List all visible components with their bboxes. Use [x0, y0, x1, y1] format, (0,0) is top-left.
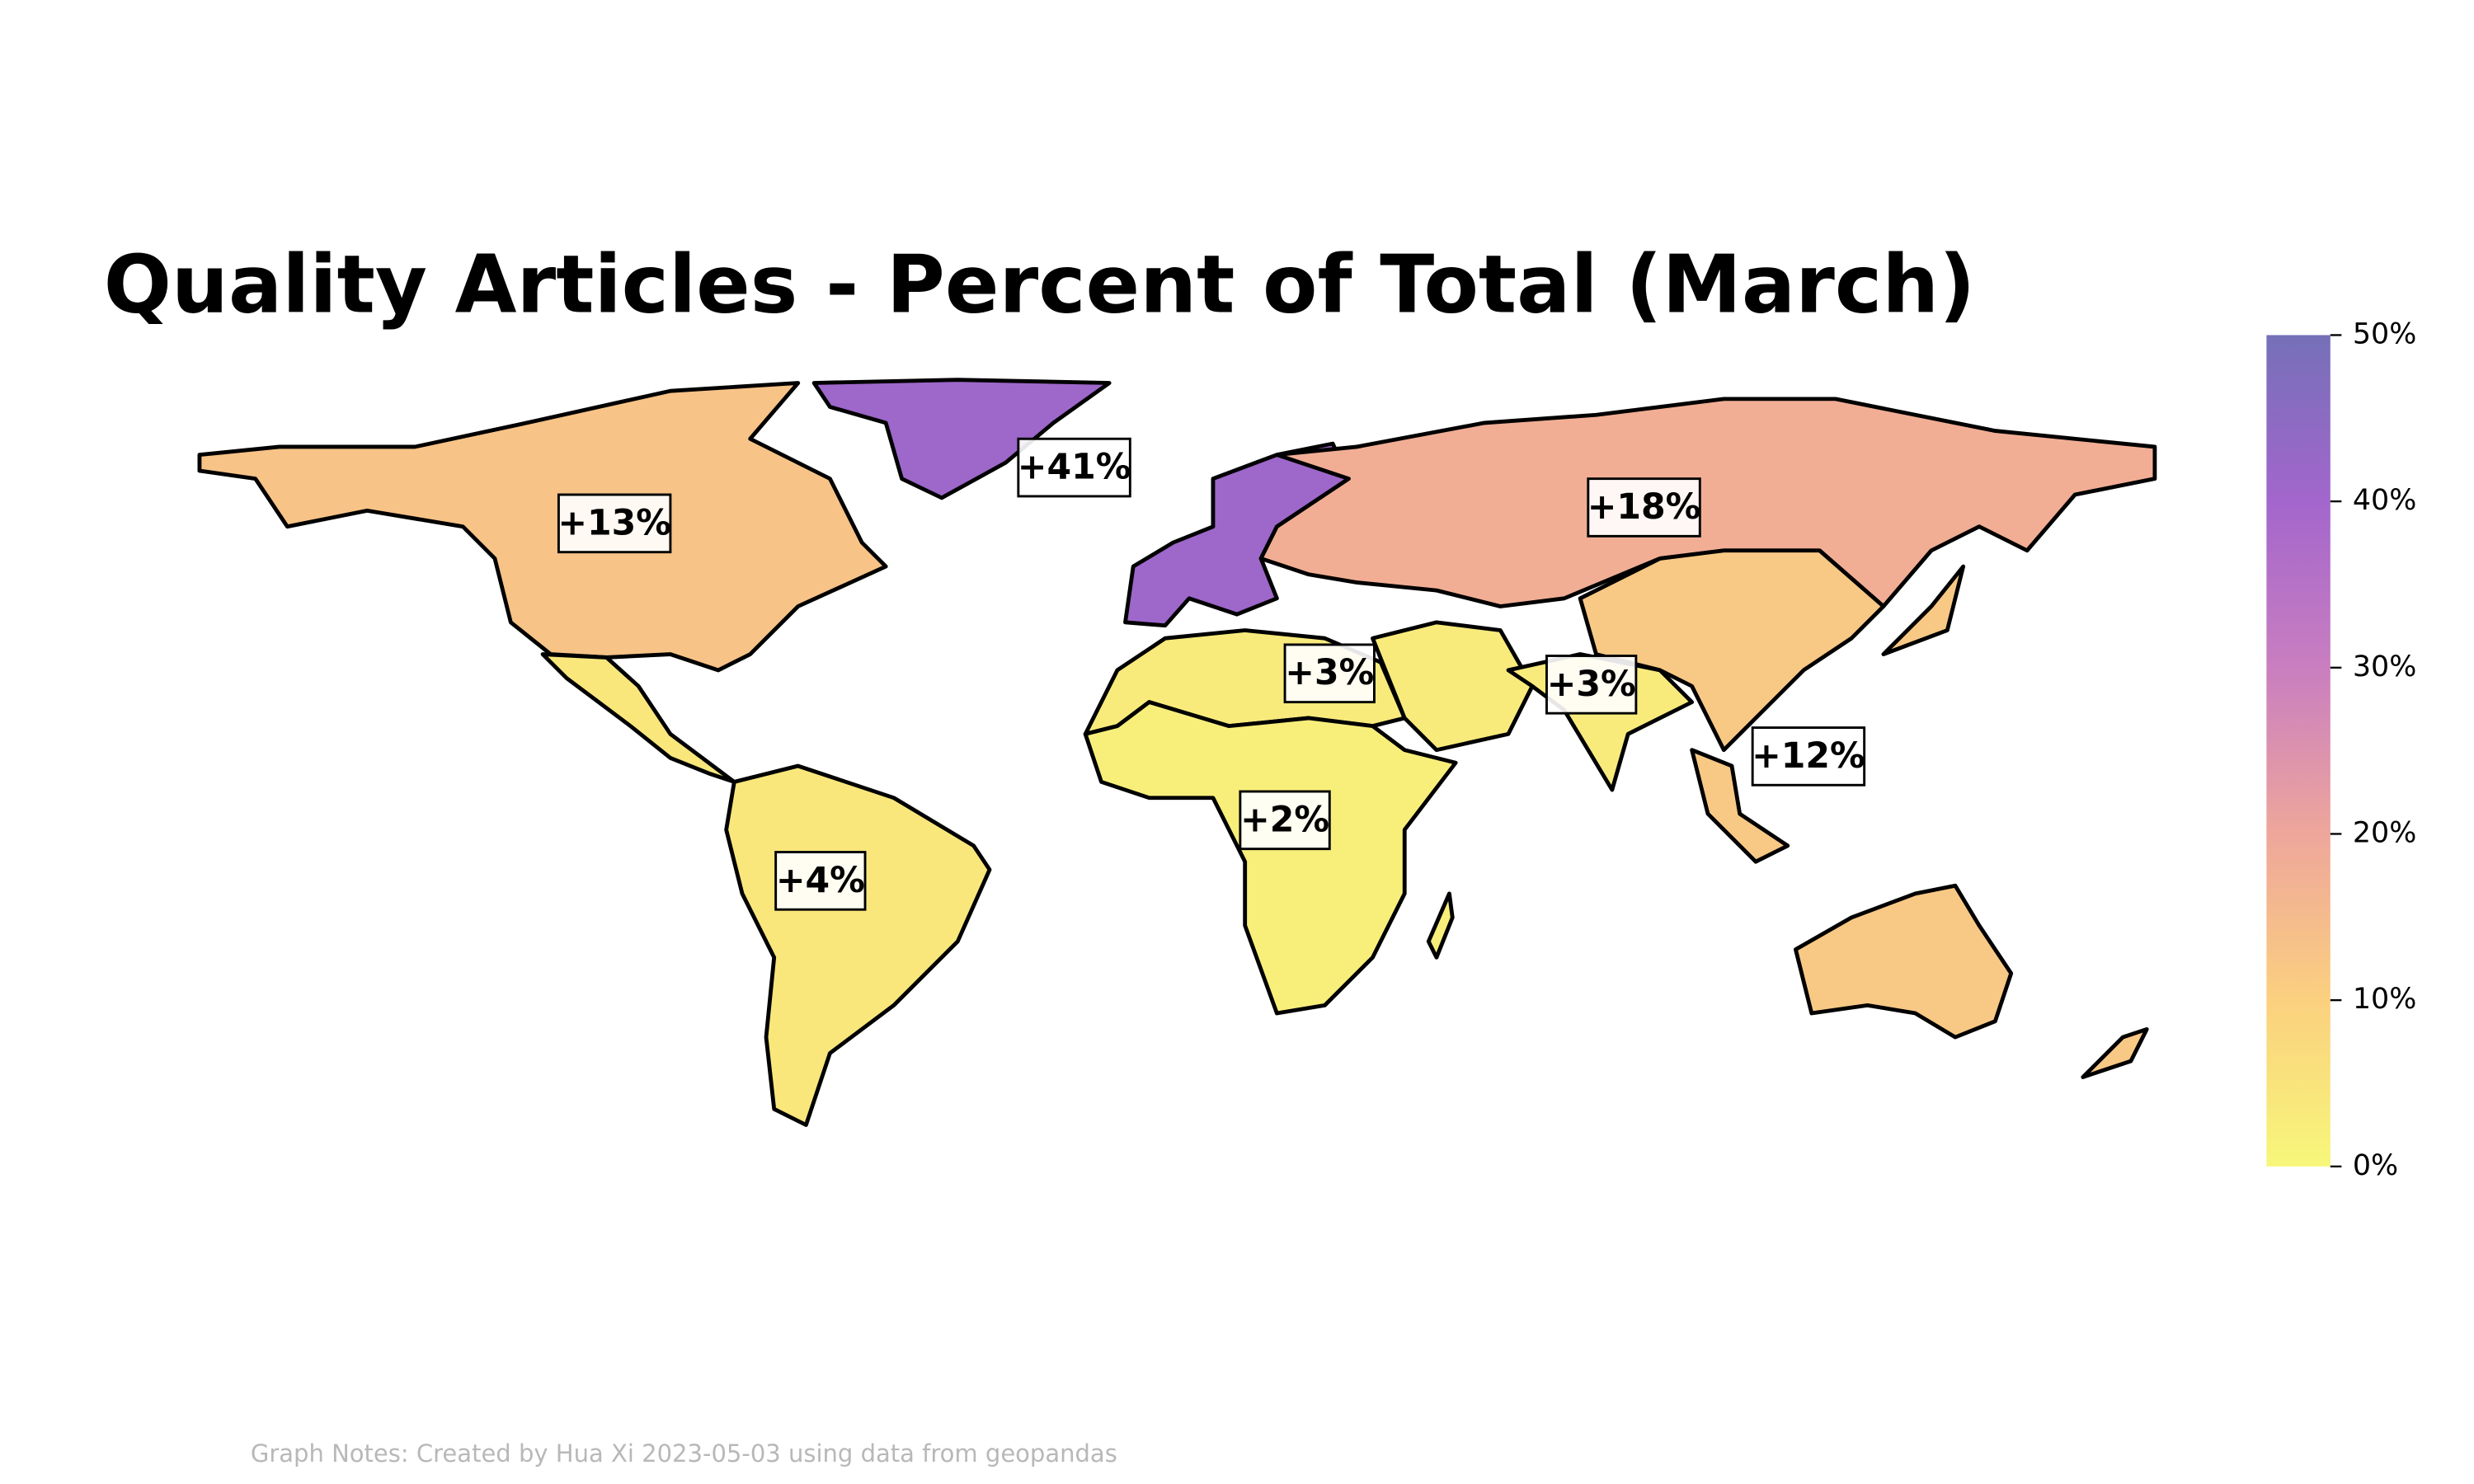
label-box — [557, 493, 672, 554]
region — [2081, 1026, 2149, 1079]
region — [1083, 700, 1458, 1016]
map — [197, 378, 2157, 1127]
label-box — [1587, 477, 1701, 538]
colorbar-tick-label: 50% — [2353, 317, 2416, 350]
value-label: +2% — [1240, 799, 1329, 840]
value-label: +12% — [1752, 735, 1865, 777]
value-label: +3% — [1285, 652, 1374, 693]
value-label: +13% — [557, 502, 671, 543]
label-box — [1017, 437, 1131, 498]
value-label: +3% — [1547, 664, 1636, 705]
region — [1578, 548, 1886, 753]
footnote: Graph Notes: Created by Hua Xi 2023-05-0… — [251, 1439, 1117, 1468]
colorbar-tick-label: 20% — [2353, 816, 2416, 849]
region — [540, 652, 736, 784]
label-box — [1545, 655, 1638, 715]
colorbar — [2266, 335, 2331, 1167]
value-label: +41% — [1018, 447, 1131, 488]
label-box — [1239, 790, 1331, 851]
colorbar-tick-label: 40% — [2353, 484, 2416, 517]
region — [724, 763, 992, 1127]
region — [1690, 748, 1790, 864]
label-box — [774, 851, 867, 911]
region — [1258, 397, 2157, 608]
value-label: +4% — [776, 860, 865, 901]
value-label: +18% — [1587, 486, 1701, 528]
region — [811, 378, 1112, 500]
chart-title: Quality Articles - Percent of Total (Mar… — [104, 238, 1976, 331]
colorbar-tick-label: 10% — [2353, 983, 2416, 1016]
region — [1794, 883, 2014, 1040]
region — [1426, 891, 1455, 960]
colorbar-tick-label: 0% — [2353, 1149, 2398, 1182]
label-box — [1283, 643, 1376, 704]
label-box — [1751, 726, 1866, 787]
region — [1371, 620, 1535, 753]
colorbar-tick-label: 30% — [2353, 650, 2416, 683]
region — [1881, 564, 1966, 656]
region — [197, 381, 888, 673]
